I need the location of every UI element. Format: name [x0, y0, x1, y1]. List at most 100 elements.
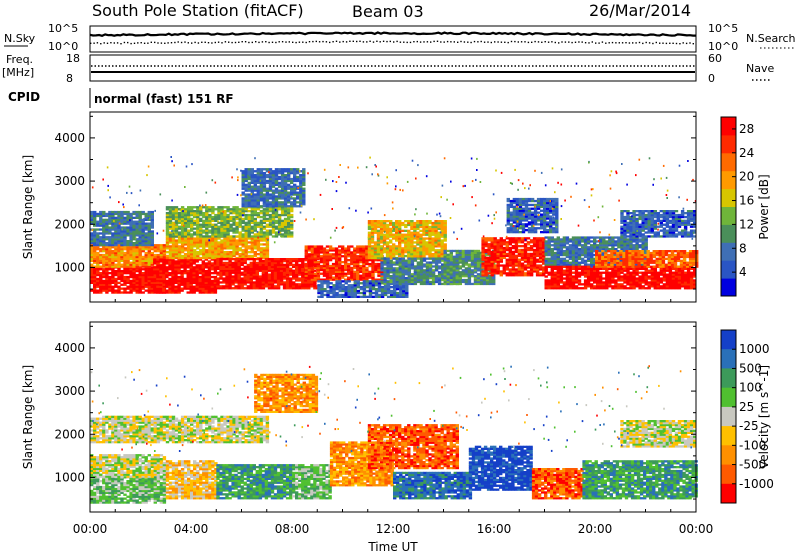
power-cell — [298, 279, 302, 282]
power-cell — [377, 266, 381, 270]
power-cell — [250, 210, 254, 213]
power-cell — [99, 285, 103, 288]
power-cell — [376, 225, 381, 229]
power-cell — [344, 259, 348, 262]
power-cell — [256, 199, 260, 202]
power-cell — [211, 239, 215, 242]
power-cell — [265, 213, 270, 217]
power-cell — [135, 270, 139, 273]
power-cell — [105, 279, 109, 283]
power-cell — [141, 230, 145, 233]
power-cell — [322, 262, 327, 266]
power-cell — [461, 275, 466, 278]
power-cell — [282, 269, 287, 272]
power-cell — [255, 269, 259, 272]
power-cell — [505, 237, 509, 240]
power-cell — [481, 239, 485, 242]
power-cell — [295, 275, 299, 278]
power-cell — [289, 277, 293, 280]
power-cell — [304, 283, 308, 286]
power-cell — [90, 251, 94, 255]
power-cell — [240, 273, 244, 276]
power-cell — [111, 250, 115, 253]
power-cell — [120, 238, 124, 241]
power-cell — [120, 220, 124, 223]
power-cell — [144, 242, 148, 245]
power-cell — [102, 234, 106, 237]
power-cell — [356, 245, 360, 248]
power-cell — [252, 283, 256, 286]
power-cell — [464, 261, 469, 264]
power-cell — [325, 253, 330, 256]
power-cell — [180, 239, 185, 242]
power-cell — [455, 282, 459, 286]
power-cell — [247, 185, 251, 188]
power-cell — [222, 267, 226, 270]
power-cell — [196, 229, 200, 232]
power-cell — [280, 193, 285, 196]
power-cell — [226, 241, 230, 244]
power-cell — [267, 258, 272, 261]
power-cell — [508, 246, 512, 250]
power-cell — [359, 291, 364, 295]
power-cell — [220, 219, 224, 222]
power-cell — [334, 270, 339, 273]
power-cell — [232, 206, 236, 209]
power-cell — [428, 227, 432, 230]
power-cell — [171, 264, 175, 267]
power-cell — [235, 210, 239, 213]
power-cell — [271, 195, 276, 198]
power-cell — [123, 287, 127, 290]
power-cell — [244, 187, 248, 190]
power-cell — [174, 243, 179, 246]
power-cell — [150, 285, 154, 288]
power-cell — [156, 248, 161, 251]
power-cell — [135, 279, 139, 283]
power-cell — [443, 263, 447, 266]
power-cell — [193, 251, 197, 254]
power-cell — [407, 278, 411, 282]
power-cell — [441, 259, 445, 262]
power-cell — [267, 285, 272, 288]
power-cell — [123, 281, 127, 284]
power-cell — [199, 253, 203, 256]
power-cell — [247, 193, 251, 196]
power-cell — [341, 255, 345, 258]
power-cell — [267, 273, 272, 276]
power-cell — [168, 264, 172, 267]
power-cell — [283, 170, 288, 173]
power-cell — [111, 246, 115, 249]
power-cell — [520, 272, 525, 275]
power-cell — [428, 221, 432, 225]
power-cell — [359, 274, 363, 277]
power-cell — [147, 212, 151, 216]
power-cell — [217, 235, 221, 238]
power-cell — [96, 251, 100, 255]
power-cell — [108, 261, 112, 264]
power-cell — [129, 273, 133, 277]
power-cell — [299, 195, 303, 198]
power-cell — [190, 217, 194, 221]
power-cell — [177, 260, 181, 263]
power-cell — [310, 270, 315, 273]
power-cell — [404, 251, 408, 254]
power-cell — [243, 265, 247, 268]
power-cell — [159, 273, 163, 277]
power-cell — [162, 272, 166, 275]
power-cell — [223, 247, 227, 250]
power-cell — [383, 280, 387, 284]
power-cell — [373, 225, 378, 229]
power-cell — [470, 253, 475, 256]
power-cell — [219, 265, 223, 268]
power-cell — [102, 248, 106, 251]
power-cell — [382, 249, 387, 252]
power-cell — [334, 262, 339, 266]
power-cell — [159, 270, 163, 273]
power-cell — [205, 225, 209, 228]
power-cell — [114, 270, 118, 273]
power-cell — [380, 265, 384, 268]
power-cell — [356, 291, 360, 295]
power-cell — [280, 213, 285, 217]
power-cell — [129, 216, 133, 219]
power-cell — [217, 254, 221, 258]
